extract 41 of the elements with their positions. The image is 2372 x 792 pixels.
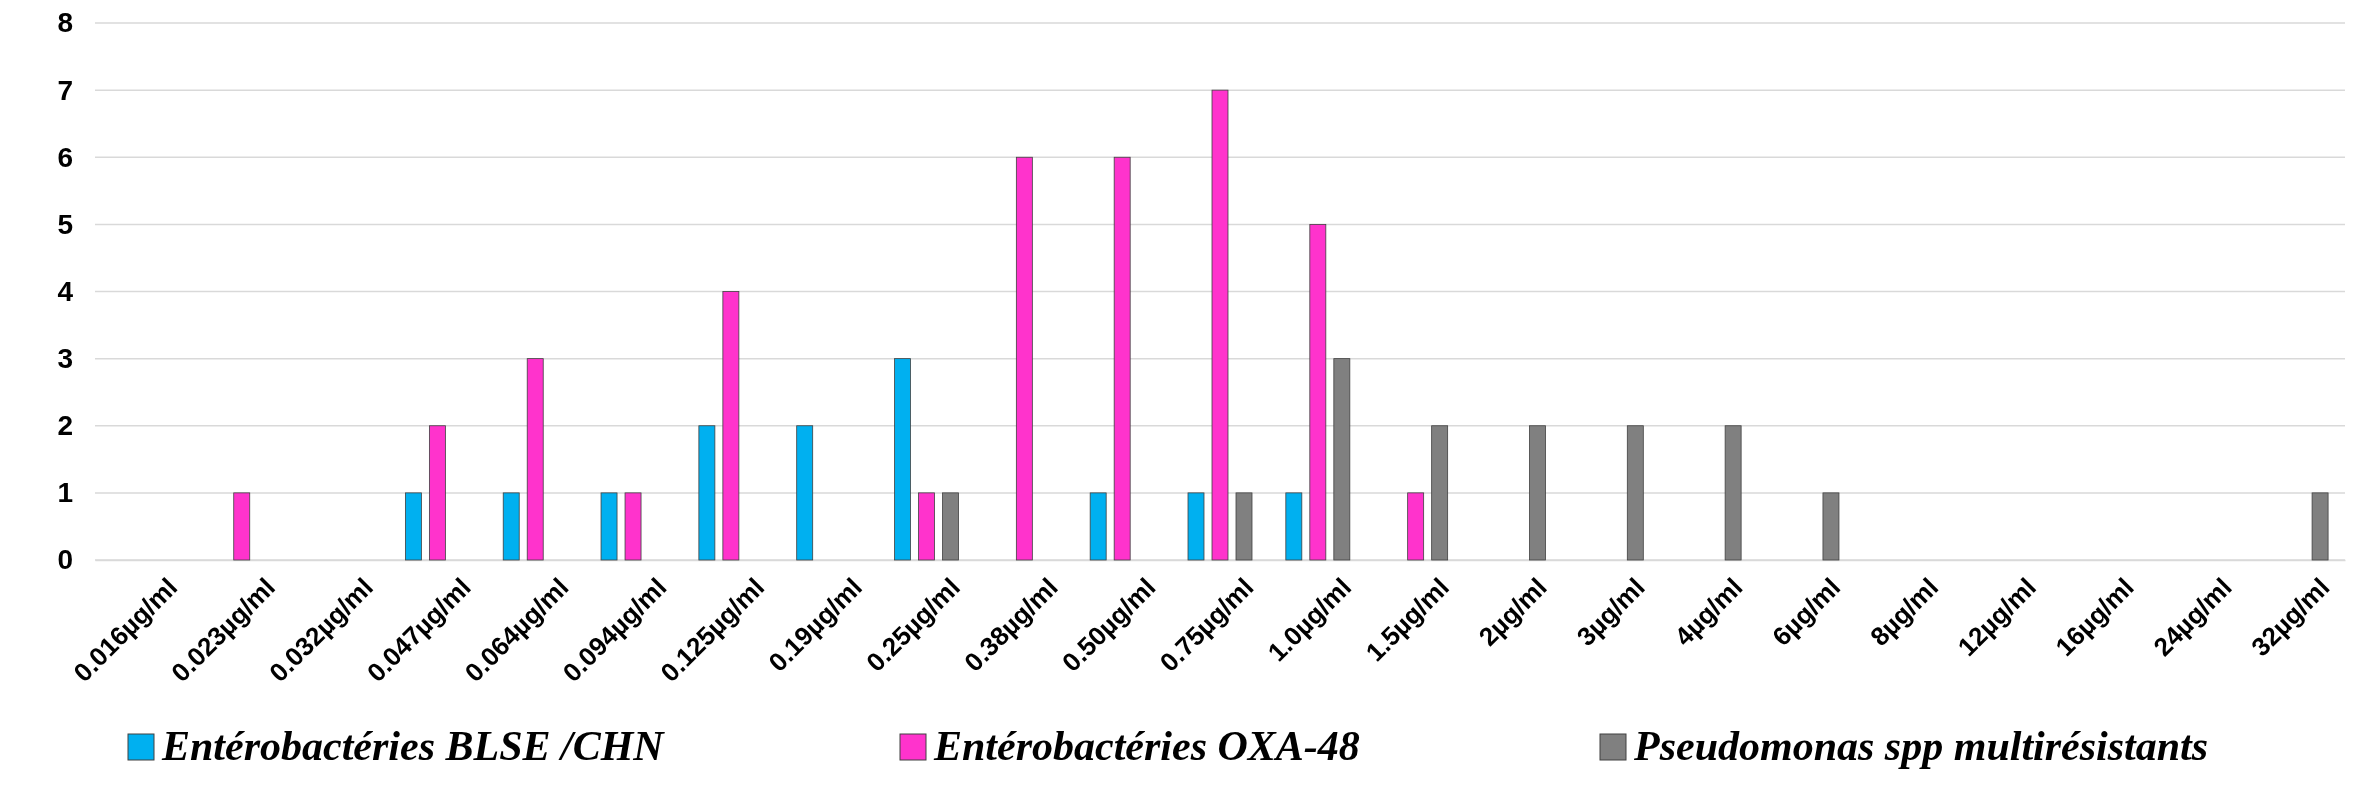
bar — [1187, 492, 1205, 561]
bar — [942, 492, 959, 561]
y-tick-label: 6 — [57, 141, 73, 173]
bar — [722, 291, 740, 561]
bar — [1724, 425, 1742, 561]
y-tick-label: 5 — [57, 208, 73, 240]
y-tick-label: 7 — [57, 74, 73, 106]
bar — [1431, 425, 1449, 561]
bar — [1015, 156, 1033, 561]
bar — [624, 492, 642, 561]
bar — [1529, 425, 1546, 561]
y-tick-label: 0 — [57, 544, 73, 576]
bar — [1626, 425, 1644, 561]
y-tick-label: 2 — [57, 410, 73, 442]
bar — [1822, 492, 1840, 561]
legend-label: Entérobactéries OXA-48 — [933, 723, 1360, 769]
y-tick-label: 3 — [57, 343, 73, 375]
bar — [698, 425, 716, 561]
bar — [1211, 89, 1229, 561]
bar — [918, 492, 935, 561]
bar — [1333, 358, 1351, 561]
bar — [894, 358, 911, 561]
bar — [428, 425, 446, 561]
legend-label: Pseudomonas spp multirésistants — [1633, 723, 2209, 769]
bar — [404, 492, 422, 561]
bar — [1309, 223, 1327, 561]
bar — [233, 492, 251, 561]
bar — [2311, 492, 2329, 561]
bar — [502, 492, 520, 561]
bar — [600, 492, 618, 561]
bar — [1407, 492, 1425, 561]
bar — [1235, 492, 1253, 561]
bar — [1113, 156, 1131, 561]
y-tick-label: 1 — [57, 477, 73, 509]
bar — [1285, 492, 1303, 561]
y-tick-label: 4 — [57, 275, 74, 307]
bar — [796, 425, 814, 561]
legend-label: Entérobactéries BLSE /CHN — [161, 723, 666, 769]
y-tick-label: 8 — [57, 7, 73, 39]
bar — [526, 358, 544, 561]
bar — [1089, 492, 1107, 561]
